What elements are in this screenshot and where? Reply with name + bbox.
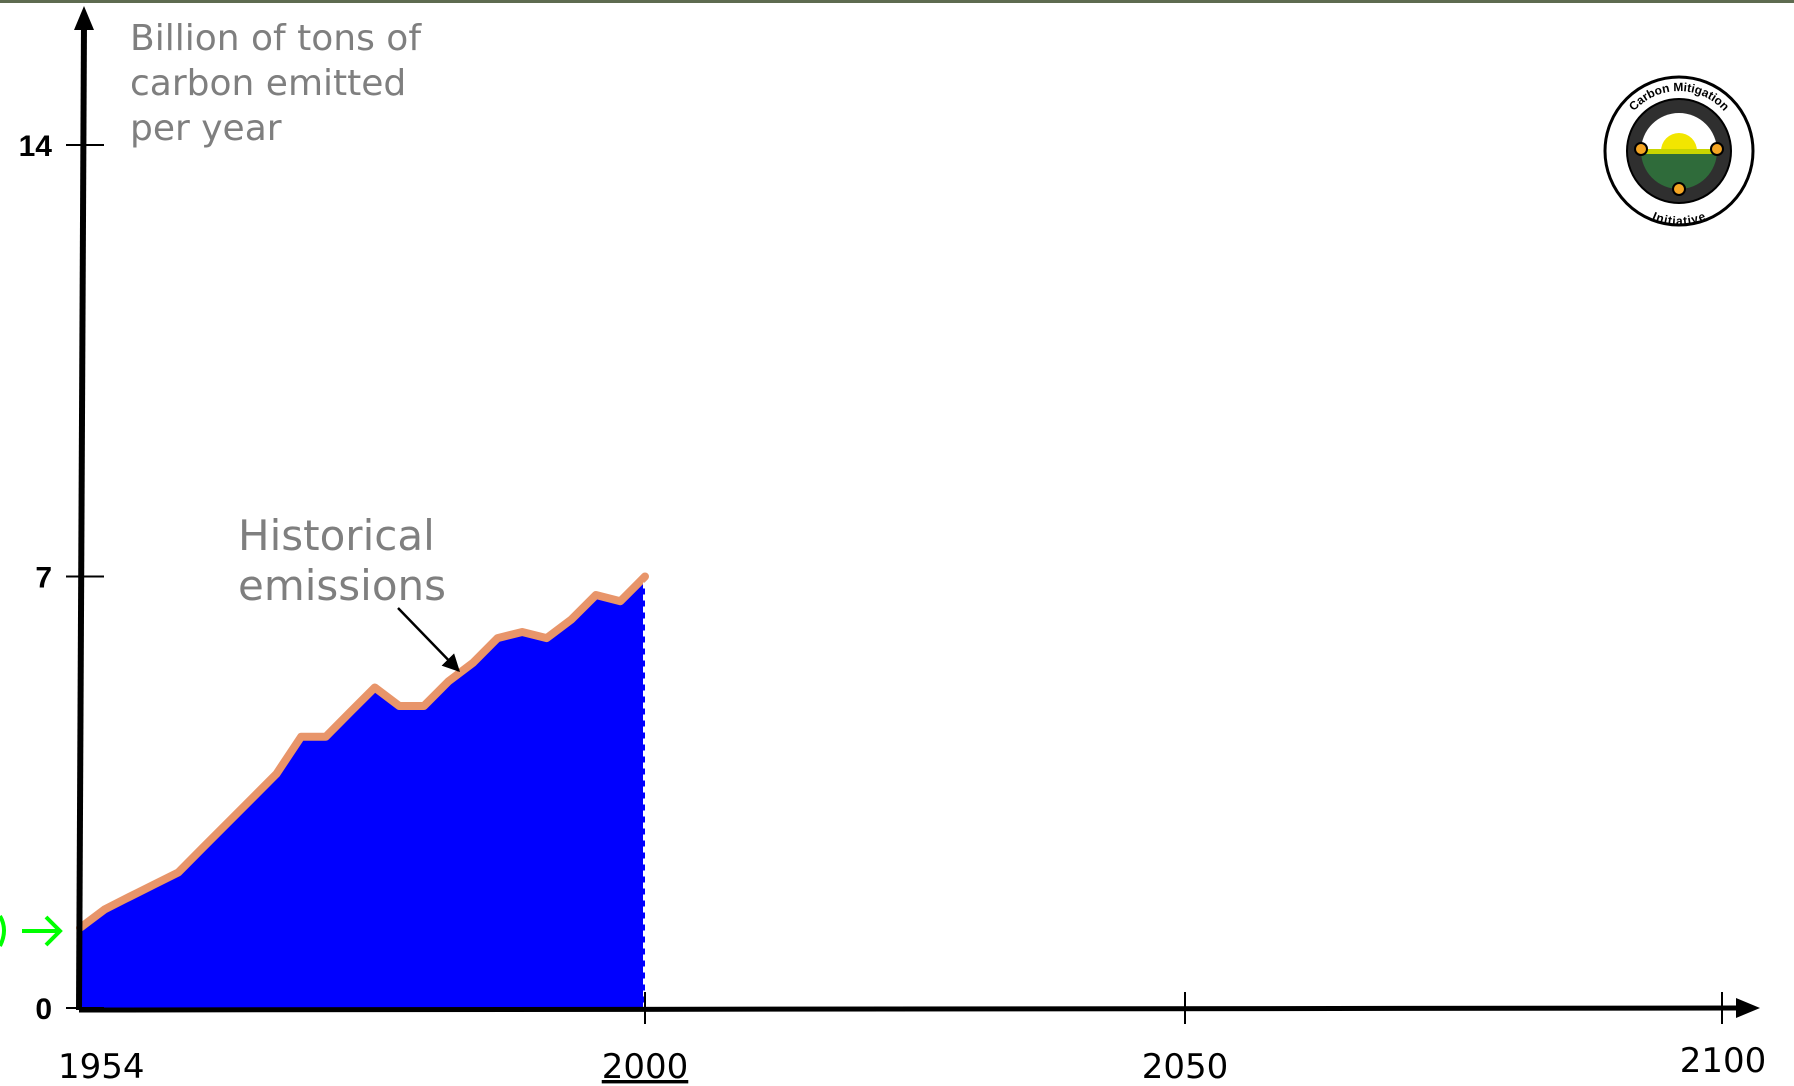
- logo-dot-left: [1634, 142, 1648, 156]
- historical-emissions-line: [76, 572, 649, 932]
- y-axis-arrowhead: [74, 6, 94, 30]
- historical-emissions-area: [80, 576, 645, 1008]
- carbon-mitigation-initiative-logo: Carbon Mitigation Initiative: [1603, 75, 1755, 228]
- x-tick-label: 1954: [58, 1047, 145, 1086]
- x-axis: [78, 1005, 1741, 1013]
- x-tick-label: 2000: [602, 1047, 689, 1086]
- top-border-line: [0, 0, 1794, 3]
- annotation-arrow: [397, 607, 460, 673]
- start-value-marker: [0, 915, 63, 947]
- logo-dot-right: [1710, 142, 1724, 156]
- x-ticks: 1954 2000 2050 2100: [58, 992, 1766, 1086]
- logo-dot-bottom: [1672, 182, 1686, 196]
- annotation-line-1: Historical: [238, 511, 435, 560]
- x-tick-label: 2100: [1680, 1041, 1767, 1081]
- historical-emissions-annotation: Historical emissions: [238, 511, 448, 610]
- logo-bottom-text: Initiative: [1650, 209, 1707, 228]
- y-tick-label: 14: [19, 130, 53, 163]
- y-axis-title: Billion of tons of carbon emitted per ye…: [130, 18, 432, 149]
- x-tick-label: 2050: [1142, 1047, 1229, 1086]
- y-tick-label: 0: [35, 993, 52, 1026]
- green-arrowhead-icon: [44, 915, 63, 947]
- x-axis-arrowhead: [1736, 998, 1760, 1018]
- green-marker-partial-glyph: [0, 915, 6, 947]
- y-axis: [76, 21, 87, 1011]
- annotation-line-2: emissions: [238, 561, 446, 610]
- logo-horizon: [1641, 149, 1717, 154]
- y-ticks: 0 7 14: [19, 130, 104, 1026]
- y-tick-label: 7: [35, 562, 52, 595]
- y-axis-title-line-3: per year: [130, 108, 282, 149]
- y-axis-title-line-1: Billion of tons of: [130, 18, 422, 59]
- y-axis-title-line-2: carbon emitted: [130, 63, 406, 104]
